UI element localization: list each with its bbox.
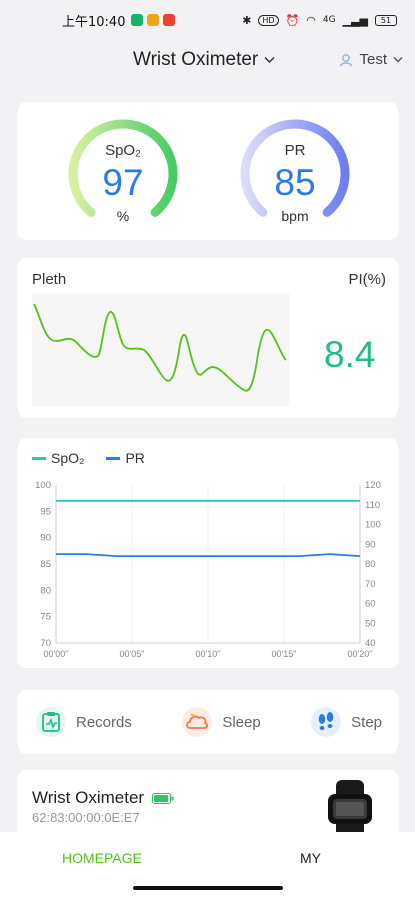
hd-icon: HD xyxy=(258,14,279,26)
y-right-tick-label: 100 xyxy=(365,520,381,531)
pleth-wave-line xyxy=(33,303,287,392)
pr-unit: bpm xyxy=(281,208,309,224)
device-selector[interactable]: Wrist Oximeter xyxy=(133,49,275,71)
device-name: Wrist Oximeter xyxy=(32,788,145,807)
trend-chart-card: SpO₂ PR 00'00" 00'05" 00'10" 00'15" 00'20" 10… xyxy=(18,438,398,668)
vitals-gauge-card: SpO₂ 97 % PR 85 bpm xyxy=(18,102,398,240)
y-right-tick-label: 110 xyxy=(365,500,380,511)
quick-nav-card: Records Sleep Step xyxy=(18,690,398,754)
y-left-tick-label: 80 xyxy=(40,585,51,596)
sleep-label: Sleep xyxy=(222,713,261,731)
records-icon xyxy=(36,707,66,737)
bluetooth-icon: ✱ xyxy=(242,13,252,27)
chevron-down-icon xyxy=(264,56,275,64)
pleth-wave-svg xyxy=(33,303,287,392)
user-icon xyxy=(340,53,353,66)
legend-item-pr: PR xyxy=(106,450,145,466)
y-right-tick-label: 60 xyxy=(365,599,376,610)
y-right-tick-label: 40 xyxy=(365,638,376,649)
series-line-pr xyxy=(56,553,361,557)
y-left-tick-label: 90 xyxy=(40,533,51,544)
y-left-tick-label: 70 xyxy=(40,638,51,649)
step-label: Step xyxy=(351,713,382,731)
spo2-gauge-arc xyxy=(68,119,178,217)
y-right-tick-label: 120 xyxy=(365,480,381,491)
wrist-oximeter-image xyxy=(326,780,374,840)
sleep-button[interactable]: Sleep xyxy=(182,707,261,737)
user-menu[interactable]: Test xyxy=(339,51,403,68)
x-tick-label: 00'10" xyxy=(196,649,221,659)
device-mac: 62:83:00:00:0E:E7 xyxy=(32,810,140,825)
spo2-value: 97 xyxy=(102,162,144,203)
page-title: Wrist Oximeter xyxy=(133,49,259,70)
pleth-label: Pleth xyxy=(32,271,67,288)
device-battery-icon xyxy=(152,792,174,804)
legend-swatch-spo2 xyxy=(32,456,46,460)
pi-value: 8.4 xyxy=(324,334,376,375)
battery-icon: 51 xyxy=(375,14,397,26)
step-button[interactable]: Step xyxy=(311,707,382,737)
wifi-icon: ◠ xyxy=(306,13,316,27)
status-icons: ✱ HD ⏰ ◠ 4G ▁▃▅ 51 xyxy=(242,14,397,27)
legend-label-spo2: SpO₂ xyxy=(51,450,85,466)
y-right-tick-label: 70 xyxy=(365,579,376,590)
x-tick-label: 00'05" xyxy=(120,649,145,659)
device-card[interactable]: Wrist Oximeter 62:83:00:00:0E:E7 xyxy=(18,770,398,840)
status-time: 上午10:40 xyxy=(62,14,126,30)
app-badges xyxy=(131,14,176,26)
y-right-tick-label: 80 xyxy=(365,559,376,570)
pr-label: PR xyxy=(284,142,306,159)
tab-homepage[interactable]: HOMEPAGE xyxy=(62,850,142,866)
pleth-waveform xyxy=(32,294,290,406)
signal-label: 4G xyxy=(322,15,336,25)
app-badge-icon xyxy=(147,14,160,26)
x-tick-label: 00'00" xyxy=(44,649,69,659)
x-tick-label: 00'20" xyxy=(348,649,373,659)
step-icon xyxy=(311,707,342,737)
y-left-tick-label: 85 xyxy=(40,559,51,570)
pr-gauge: PR 85 bpm xyxy=(235,118,355,228)
pi-label: PI(%) xyxy=(348,271,387,288)
device-name-row: Wrist Oximeter xyxy=(32,788,174,808)
app-badge-icon xyxy=(163,14,176,26)
alarm-icon: ⏰ xyxy=(285,13,300,27)
chart-legend: SpO₂ PR xyxy=(32,450,145,466)
y-left-tick-label: 100 xyxy=(35,480,51,491)
records-label: Records xyxy=(76,713,132,731)
status-bar: 上午10:40 ✱ HD ⏰ ◠ 4G ▁▃▅ 51 xyxy=(0,0,415,40)
bottom-tab-bar: HOMEPAGE MY xyxy=(0,832,415,900)
trend-chart: 00'00" 00'05" 00'10" 00'15" 00'20" 100 95 90 85 8… xyxy=(35,480,381,659)
y-right-tick-label: 90 xyxy=(365,539,376,550)
legend-swatch-pr xyxy=(106,456,121,460)
pleth-card: Pleth PI(%) 8.4 xyxy=(18,258,398,418)
pr-value: 85 xyxy=(274,162,316,203)
user-name: Test xyxy=(359,51,387,68)
y-right-tick-label: 50 xyxy=(365,618,376,629)
spo2-unit: % xyxy=(116,208,130,224)
legend-label-pr: PR xyxy=(125,450,145,466)
tab-my[interactable]: MY xyxy=(300,850,321,866)
spo2-gauge: SpO₂ 97 % xyxy=(63,118,183,228)
x-tick-label: 00'15" xyxy=(272,649,297,659)
spo2-label: SpO₂ xyxy=(105,142,141,159)
y-left-tick-label: 95 xyxy=(40,506,51,517)
legend-item-spo2: SpO₂ xyxy=(32,450,84,466)
app-badge-icon xyxy=(131,14,144,26)
y-left-tick-label: 75 xyxy=(40,612,51,623)
records-button[interactable]: Records xyxy=(36,707,132,737)
sleep-icon xyxy=(182,707,213,737)
home-indicator xyxy=(133,886,283,890)
chevron-down-icon xyxy=(393,57,403,63)
app-header: Wrist Oximeter Test xyxy=(0,40,415,80)
signal-icon: ▁▃▅ xyxy=(342,13,368,27)
pr-gauge-arc xyxy=(240,119,350,217)
